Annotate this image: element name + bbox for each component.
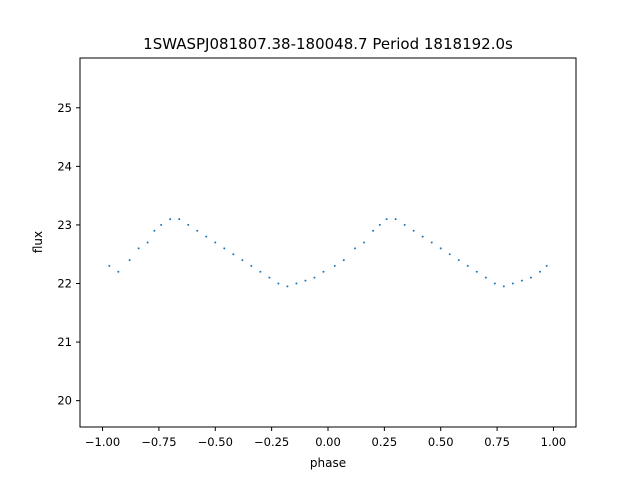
data-point [403,223,406,226]
data-point [538,270,541,273]
data-point [146,241,149,244]
data-point [117,270,120,273]
data-point [295,282,298,285]
data-point [354,247,357,250]
data-point [342,259,345,262]
data-point [205,235,208,238]
y-tick-label: 22 [57,277,72,291]
data-point [313,276,316,279]
data-point [493,282,496,285]
data-point [430,241,433,244]
data-point [545,264,548,267]
data-point [333,264,336,267]
data-point [448,253,451,256]
y-tick-label: 21 [57,335,72,349]
data-point [268,276,271,279]
x-tick-label: 0.75 [484,435,510,449]
data-point [457,259,460,262]
y-tick-label: 23 [57,218,72,232]
y-tick-label: 25 [57,101,72,115]
data-point [520,279,523,282]
data-point [178,218,181,221]
data-point [378,223,381,226]
x-tick-label: −0.25 [254,435,289,449]
data-point [529,276,532,279]
data-point [259,270,262,273]
data-point [439,247,442,250]
x-axis: −1.00 −0.75 −0.50 −0.25 0.00 0.25 0.50 0.75 1.00 [85,427,566,449]
data-point [160,223,163,226]
data-point [363,241,366,244]
chart-title: 1SWASPJ081807.38-180048.7 Period 1818192… [143,35,513,53]
data-point [223,247,226,250]
y-axis: 20 21 22 23 24 25 [57,101,80,408]
data-point [232,253,235,256]
data-point [214,241,217,244]
data-point [322,270,325,273]
x-tick-label: 0.25 [372,435,398,449]
x-axis-label: phase [310,456,346,470]
data-point [128,259,131,262]
data-point [277,282,280,285]
data-point [484,276,487,279]
data-point [511,282,514,285]
data-point [412,229,415,232]
data-point [421,235,424,238]
data-point [502,285,505,288]
data-point [372,229,375,232]
x-tick-label: −0.50 [198,435,233,449]
y-tick-label: 24 [57,159,72,173]
data-point [385,218,388,221]
data-point [196,229,199,232]
data-point [137,247,140,250]
x-tick-label: 0.50 [428,435,454,449]
data-point [466,264,469,267]
x-tick-label: 0.00 [315,435,341,449]
data-point [286,285,289,288]
x-tick-label: −0.75 [141,435,176,449]
plot-frame [79,57,577,428]
data-point [250,264,253,267]
data-point [475,270,478,273]
data-point [304,279,307,282]
data-point [394,218,397,221]
data-point [187,223,190,226]
x-tick-label: −1.00 [85,435,120,449]
y-tick-label: 20 [57,394,72,408]
data-point [169,218,172,221]
data-point [241,259,244,262]
x-tick-label: 1.00 [541,435,567,449]
data-point [108,264,111,267]
scatter-points [108,218,548,288]
y-axis-label: flux [31,231,45,253]
data-point [153,229,156,232]
